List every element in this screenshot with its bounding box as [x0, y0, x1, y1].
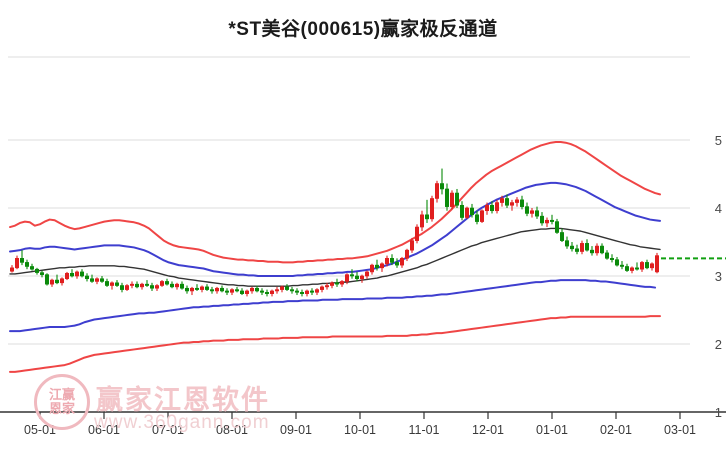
candlestick-series — [10, 168, 659, 297]
channel-bands — [9, 141, 661, 373]
grid-lines — [8, 56, 690, 345]
x-tick-label: 08-01 — [216, 423, 248, 437]
y-tick-label: 2 — [715, 337, 722, 352]
x-tick-label: 07-01 — [152, 423, 184, 437]
x-tick-label: 09-01 — [280, 423, 312, 437]
y-tick-label: 5 — [715, 133, 722, 148]
x-tick-label: 06-01 — [88, 423, 120, 437]
x-tick-label: 05-01 — [24, 423, 56, 437]
page-title: *ST美谷(000615)赢家极反通道 — [228, 19, 498, 40]
x-axis-labels: 05-01 06-01 07-01 08-01 09-01 10-01 11-01 12-01… — [24, 423, 696, 437]
y-tick-label: 1 — [715, 405, 722, 420]
axes — [0, 411, 726, 419]
y-tick-label: 4 — [715, 201, 722, 216]
x-tick-label: 10-01 — [344, 423, 376, 437]
x-tick-label: 01-01 — [536, 423, 568, 437]
x-tick-label: 12-01 — [472, 423, 504, 437]
y-tick-label: 3 — [715, 269, 722, 284]
x-tick-label: 02-01 — [600, 423, 632, 437]
x-tick-label: 03-01 — [664, 423, 696, 437]
x-tick-label: 11-01 — [408, 423, 439, 437]
y-axis-labels: 1 2 3 4 5 — [715, 133, 722, 420]
